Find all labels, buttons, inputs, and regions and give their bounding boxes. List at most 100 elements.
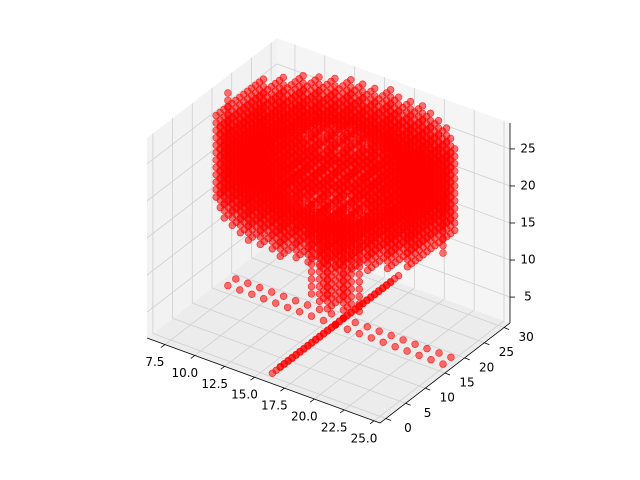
data-point [256, 166, 264, 175]
data-point [292, 201, 300, 210]
data-point [268, 222, 276, 231]
data-point [304, 250, 312, 259]
data-point [383, 220, 392, 228]
data-point [332, 182, 340, 190]
data-point [332, 241, 340, 250]
data-point [220, 162, 229, 170]
data-point [236, 206, 245, 215]
data-point [364, 185, 372, 193]
data-point [256, 218, 264, 226]
data-point [339, 276, 348, 285]
x-axis-line [146, 337, 381, 424]
data-point [220, 177, 229, 185]
data-point [403, 255, 412, 264]
data-point [364, 207, 372, 215]
data-point [268, 163, 276, 172]
data-point [383, 242, 392, 251]
data-point [244, 177, 253, 185]
data-point [268, 230, 276, 238]
data-point [391, 343, 399, 351]
data-point [315, 297, 324, 305]
data-point [220, 169, 229, 178]
data-point [439, 204, 447, 213]
data-point [256, 181, 264, 189]
data-point [355, 278, 363, 286]
data-point [439, 182, 447, 191]
y-tick-label: 25 [499, 345, 514, 359]
x-tick-label: 22.5 [321, 420, 348, 434]
data-point [339, 269, 348, 277]
data-point [236, 169, 245, 178]
data-point [228, 140, 237, 148]
data-point [403, 347, 411, 355]
data-point [244, 191, 253, 200]
data-point [268, 208, 276, 216]
data-point [304, 213, 312, 222]
y-tick-mark [405, 402, 411, 406]
z-tick-label: 20 [520, 179, 535, 193]
data-point [256, 240, 264, 249]
data-point [315, 290, 324, 298]
data-point [276, 200, 284, 209]
data-point [236, 229, 245, 237]
data-point [216, 122, 225, 130]
data-point [327, 310, 336, 318]
data-point [383, 250, 392, 258]
x-tick-mark [369, 420, 375, 425]
data-point [364, 236, 372, 245]
data-point [383, 257, 392, 265]
x-tick-label: 10.0 [171, 366, 198, 380]
data-point [355, 307, 363, 316]
data-point [447, 353, 455, 361]
y-tick-label: 5 [424, 406, 432, 420]
data-point [315, 305, 324, 314]
y-tick-mark [444, 372, 451, 376]
data-point [403, 211, 412, 219]
data-point [332, 256, 340, 264]
x-tick-label: 17.5 [261, 399, 288, 413]
data-point [276, 245, 284, 253]
data-point [348, 257, 356, 266]
data-point [283, 303, 292, 312]
data-point [339, 284, 348, 292]
data-point [228, 169, 237, 178]
data-point [364, 214, 372, 223]
data-point [435, 349, 443, 357]
data-point [403, 203, 412, 212]
data-point [292, 209, 300, 217]
grid-line-z [146, 63, 278, 165]
x-tick-label: 12.5 [201, 377, 228, 391]
data-point [355, 300, 363, 308]
data-point [403, 263, 412, 271]
data-point [403, 196, 412, 204]
data-point [244, 199, 253, 207]
data-point [304, 235, 312, 244]
data-point [292, 253, 300, 262]
data-point [387, 331, 395, 340]
x-tick-label: 20.0 [291, 410, 318, 424]
data-point [268, 215, 276, 223]
y-tick-label: 20 [479, 360, 494, 374]
data-point [220, 184, 229, 193]
data-point [276, 178, 284, 186]
data-point [228, 206, 237, 215]
data-point [439, 360, 447, 368]
data-point [244, 154, 253, 163]
z-tick-label: 25 [520, 141, 535, 155]
data-point [348, 243, 356, 251]
z-tick-label: 15 [520, 216, 535, 230]
data-point [348, 213, 356, 221]
data-point [276, 193, 284, 201]
data-point [319, 316, 328, 325]
data-point [276, 208, 284, 216]
data-point [228, 184, 237, 192]
x-tick-mark [310, 398, 315, 403]
data-point [316, 247, 324, 256]
data-point [364, 192, 372, 200]
data-point [292, 224, 300, 232]
data-point [268, 193, 276, 201]
data-point [292, 187, 300, 195]
data-point [304, 184, 312, 192]
data-point [348, 250, 356, 258]
